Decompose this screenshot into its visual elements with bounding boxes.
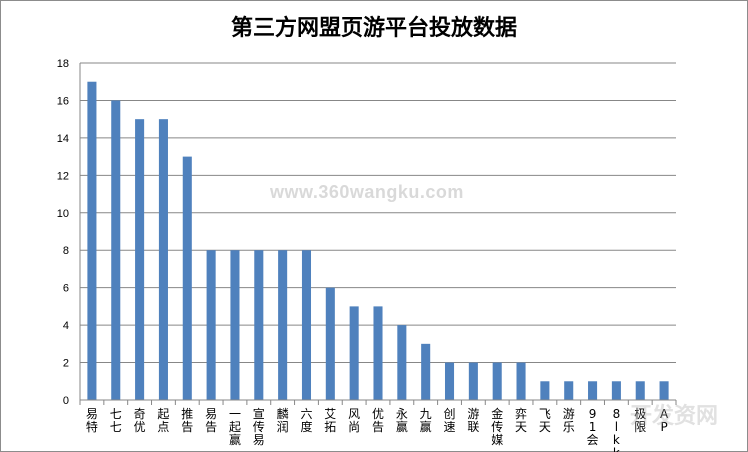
x-tick-label: 8lkk [613,407,621,452]
bar [230,250,240,400]
y-tick-label: 8 [63,245,69,257]
bar [635,381,645,400]
x-tick-label: 游乐 [563,407,575,434]
x-tick-label: 麟润 [277,406,289,434]
x-tick-label: 创速 [444,407,456,434]
y-tick-label: 12 [57,170,69,182]
x-tick-label: 九赢 [420,407,432,434]
x-tick-label: 弈天 [515,406,527,434]
y-tick-label: 18 [57,58,69,70]
x-tick-label: 游联 [467,407,479,434]
bar [397,325,407,400]
y-tick-label: 2 [63,358,69,370]
bar [301,250,312,400]
bar [588,381,598,400]
bar [254,250,264,400]
bar [421,343,431,400]
bar [206,250,216,400]
bar [325,287,335,400]
x-tick-label: 飞天 [539,407,551,434]
y-tick-label: 0 [63,395,69,407]
x-tick-label: 宣传易 [253,406,265,447]
x-tick-label: 金传媒 [491,406,503,447]
bar [444,362,455,400]
x-tick-label: 七七 [110,407,122,434]
chart-title: 第三方网盟页游平台投放数据 [230,15,517,41]
bar [373,306,383,400]
bar [659,381,669,400]
x-tick-label: 奇优 [134,407,146,434]
x-tick-label: 一起赢 [229,407,241,447]
x-tick-label: 优告 [372,407,384,434]
y-tick-label: 4 [63,320,69,332]
bar [516,362,526,400]
bar [87,81,97,400]
x-tick-label: 易特 [86,407,98,434]
bar [611,381,621,400]
bar [111,100,121,400]
watermark-text: www.360wangku.com [270,182,464,202]
x-tick-label: 推告 [181,407,193,434]
bar [564,381,574,400]
y-tick-label: 14 [57,133,69,145]
x-tick-label: 极限 [634,407,646,434]
x-tick-label: 六度 [300,407,312,434]
bar [278,250,288,400]
corner-watermark: 开发资网 [630,404,719,429]
x-tick-label: 永赢 [396,407,408,434]
bar [158,119,168,401]
bar [492,362,502,400]
x-tick-label: 风尚 [348,407,360,434]
bar [349,306,359,400]
bar [182,156,192,400]
bar [468,362,478,400]
x-tick-label: 艾拓 [324,407,336,434]
y-tick-label: 16 [57,95,69,107]
bar [540,381,550,400]
x-tick-label: 起点 [157,407,169,434]
bar [135,119,145,401]
x-tick-label: 易告 [205,407,217,434]
y-tick-label: 10 [57,208,69,220]
y-tick-label: 6 [63,283,69,295]
